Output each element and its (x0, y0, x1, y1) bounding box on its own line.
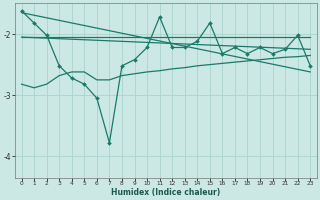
X-axis label: Humidex (Indice chaleur): Humidex (Indice chaleur) (111, 188, 220, 197)
